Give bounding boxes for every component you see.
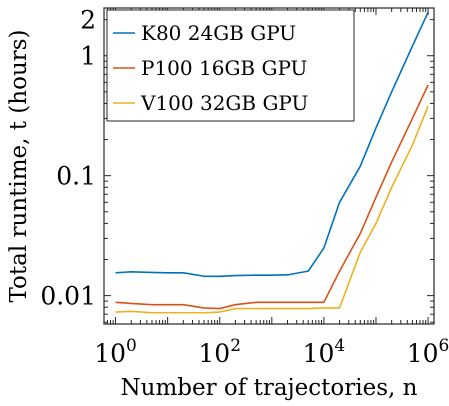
legend-label-3: V100 32GB GPU bbox=[140, 91, 308, 115]
y-tick-labels: 0.01 0.1 1 2 bbox=[40, 6, 96, 311]
x-axis-label: Number of trajectories, n bbox=[121, 375, 418, 401]
tick-layer bbox=[103, 8, 434, 324]
legend: K80 24GB GPU P100 16GB GPU V100 32GB GPU bbox=[106, 9, 355, 122]
y-tick-label: 2 bbox=[80, 6, 96, 35]
legend-label-2: P100 16GB GPU bbox=[141, 56, 307, 80]
plot-frame bbox=[103, 7, 435, 325]
x-tick-label: 106 bbox=[407, 336, 449, 368]
x-tick-label: 100 bbox=[94, 336, 137, 368]
y-axis-label: Total runtime, t (hours) bbox=[6, 29, 32, 302]
y-tick-label: 1 bbox=[80, 42, 96, 71]
legend-box bbox=[106, 9, 355, 122]
y-tick-label: 0.01 bbox=[40, 282, 96, 311]
x-tick-label: 104 bbox=[303, 336, 346, 368]
series-layer bbox=[115, 12, 429, 314]
legend-label-1: K80 24GB GPU bbox=[141, 21, 296, 45]
series-line-3 bbox=[115, 105, 429, 314]
x-tick-label: 102 bbox=[198, 336, 241, 368]
series-line-1 bbox=[115, 12, 429, 278]
series-line-2 bbox=[115, 84, 429, 310]
x-tick-labels: 100 102 104 106 bbox=[94, 336, 449, 368]
y-tick-label: 0.1 bbox=[56, 162, 96, 191]
